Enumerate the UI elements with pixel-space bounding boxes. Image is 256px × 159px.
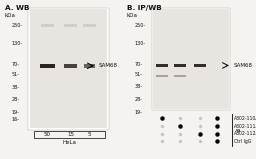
Text: A302-111A: A302-111A [234,124,256,129]
Text: 70-: 70- [12,62,20,68]
Bar [156,64,168,67]
Bar [194,64,206,67]
Text: SAM68: SAM68 [233,63,252,68]
Text: kDa: kDa [5,13,16,18]
Text: 19-: 19- [12,110,20,115]
Text: HeLa: HeLa [63,140,77,145]
Text: 28-: 28- [12,97,20,102]
Text: B. IP/WB: B. IP/WB [127,5,162,11]
Text: Ctrl IgG: Ctrl IgG [234,139,251,144]
Text: 16-: 16- [12,118,20,122]
Text: IP: IP [233,128,238,132]
Text: 5: 5 [88,132,91,137]
Bar [83,24,96,27]
Text: A. WB: A. WB [5,5,29,11]
Bar [174,64,186,67]
Text: A302-112A: A302-112A [234,131,256,136]
Bar [174,75,186,77]
Text: SAM68: SAM68 [99,63,118,68]
Text: 51-: 51- [135,72,143,77]
Text: 70-: 70- [135,62,143,67]
Text: A302-110A: A302-110A [234,116,256,121]
Bar [41,24,54,27]
Text: 19-: 19- [135,110,142,114]
Bar [40,64,55,68]
Bar [153,9,229,108]
Text: 250-: 250- [135,23,146,28]
Bar [30,9,107,128]
Bar [156,75,168,77]
Text: 51-: 51- [12,72,20,77]
Bar [152,8,230,110]
Text: 15: 15 [67,132,74,137]
Text: 38-: 38- [12,85,20,90]
Text: 250-: 250- [12,23,23,28]
Bar [34,131,105,138]
Text: kDa: kDa [127,13,138,18]
Text: 28-: 28- [135,97,143,102]
Text: 50: 50 [44,132,51,137]
Text: 130-: 130- [135,41,146,46]
Text: 130-: 130- [12,41,23,46]
Bar [84,64,95,68]
Bar [28,8,109,130]
Text: 38-: 38- [135,84,143,89]
Bar [64,24,77,27]
Bar [64,64,77,68]
